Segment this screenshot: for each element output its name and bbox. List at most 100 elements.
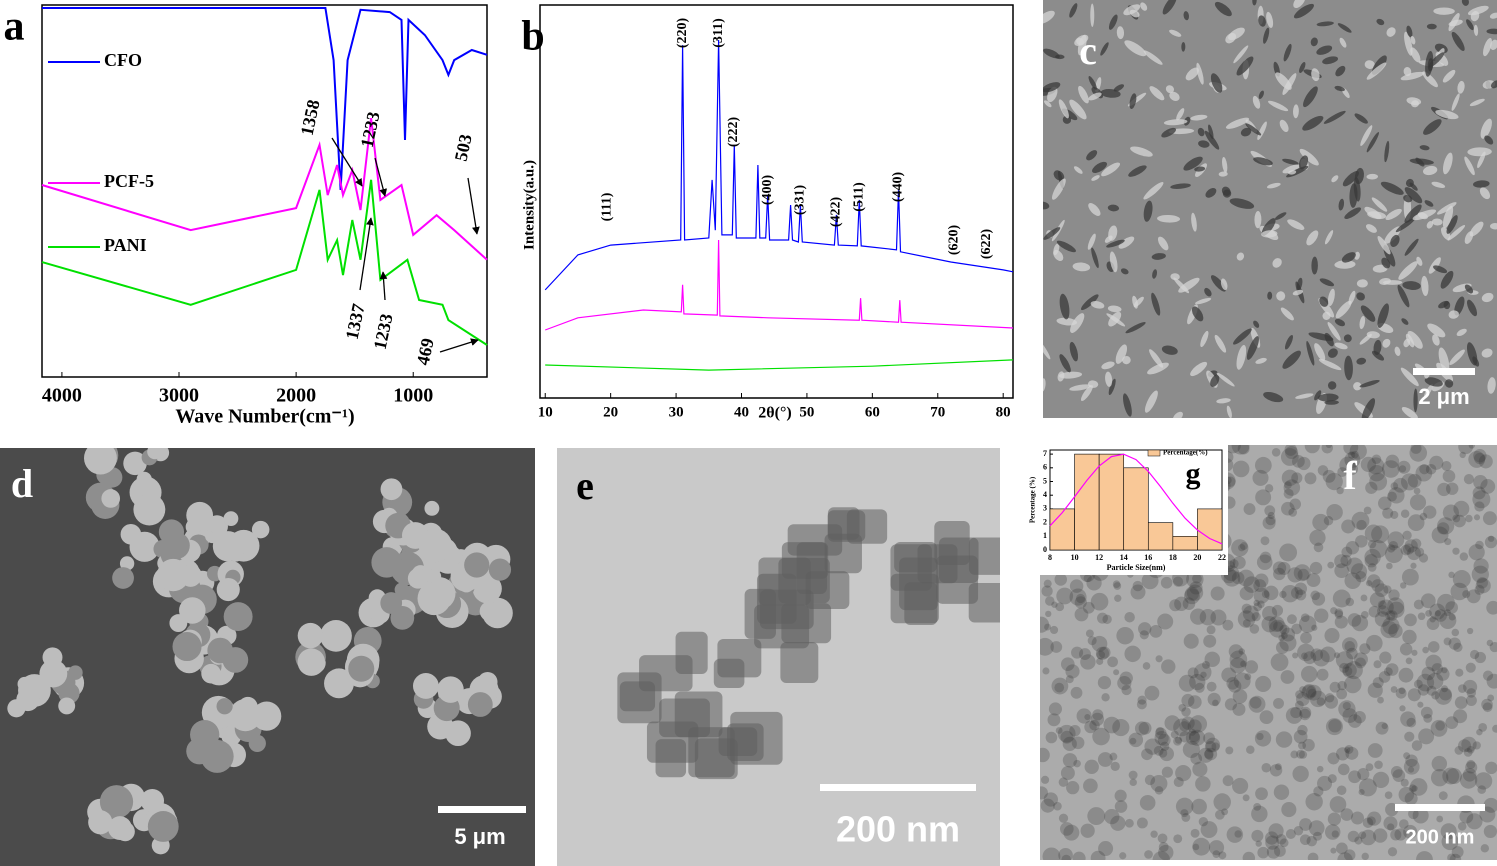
particle [1362,817,1374,828]
texture [1404,204,1422,223]
particle [1237,445,1250,455]
particle [1441,832,1459,851]
particle [1138,721,1152,735]
texture [1214,334,1227,353]
particle [1374,611,1391,627]
particle [1117,676,1132,691]
spectrum-line [41,179,488,346]
particle [1160,741,1170,751]
particle [1317,775,1333,791]
particle [1299,706,1312,719]
particle [1150,774,1168,793]
particle [1344,746,1351,753]
texture [1344,355,1353,381]
particle [1154,730,1169,746]
x-tick-label: 50 [799,404,814,420]
texture [1152,269,1158,279]
particle [1327,752,1340,765]
texture [1469,98,1485,107]
texture [1438,347,1450,373]
texture [1070,313,1085,333]
particle [1238,544,1246,552]
texture [1448,310,1459,319]
texture [1229,198,1255,209]
particle [1486,600,1497,615]
particle [1344,451,1361,468]
texture [1253,320,1260,328]
particle [1288,508,1298,517]
texture [1466,19,1474,31]
texture [1339,37,1347,48]
particle [1474,584,1485,595]
texture [1144,390,1158,413]
particle [675,631,708,674]
peak-annotation: 1358 [297,98,324,137]
particle [1317,465,1329,476]
particle [1367,563,1377,572]
particle [1048,702,1062,716]
particle [1069,588,1087,606]
particle [1076,708,1092,724]
texture [1216,372,1235,387]
particle [186,501,214,529]
particle [1468,445,1475,449]
particle [115,821,135,842]
scale-bar-label: 200 nm [1406,826,1475,848]
particle [1327,561,1335,569]
y-tick-label: 0 [1043,545,1047,554]
texture [1059,371,1083,379]
particle [1344,641,1355,652]
particle [1383,585,1392,594]
texture [1129,93,1137,110]
particle [1395,687,1407,699]
particle [1381,460,1400,478]
texture [1466,299,1478,317]
particle [1371,454,1382,465]
texture [1043,339,1051,360]
particle [1306,835,1318,847]
texture [1442,69,1456,83]
texture [1341,252,1356,263]
particle [1134,721,1150,736]
particle [1246,745,1255,755]
particle [1305,684,1322,701]
texture [1299,148,1319,166]
particle [1232,556,1246,570]
particle [1278,634,1285,642]
particle [1173,834,1183,844]
particle [248,734,266,752]
particle [1353,710,1366,724]
particle [1400,473,1418,491]
micrograph [1040,445,1497,860]
texture [1356,279,1368,288]
peak-label: (422) [829,197,844,228]
particle [1437,482,1451,497]
texture [1322,56,1339,65]
particle [216,698,233,715]
particle [1400,544,1412,556]
texture [1405,178,1414,188]
particle [1387,823,1395,831]
texture [1442,152,1453,175]
texture [1446,215,1458,234]
texture [1101,162,1121,177]
texture [1426,221,1434,229]
particle [1158,842,1169,852]
particle [1321,445,1333,454]
texture [1299,62,1306,73]
histogram-bar [1074,453,1100,551]
particle [1420,706,1433,719]
texture [1461,0,1469,6]
particle [1350,811,1364,825]
particle [1295,692,1310,706]
texture [1359,379,1380,388]
particle [1445,482,1459,495]
texture [1473,180,1490,188]
plot-frame [41,4,488,378]
particle [1096,657,1104,665]
texture [1405,333,1415,348]
annotation-arrow [379,271,388,301]
particle [1369,592,1386,608]
particle [1256,732,1264,741]
particle [1097,752,1113,767]
